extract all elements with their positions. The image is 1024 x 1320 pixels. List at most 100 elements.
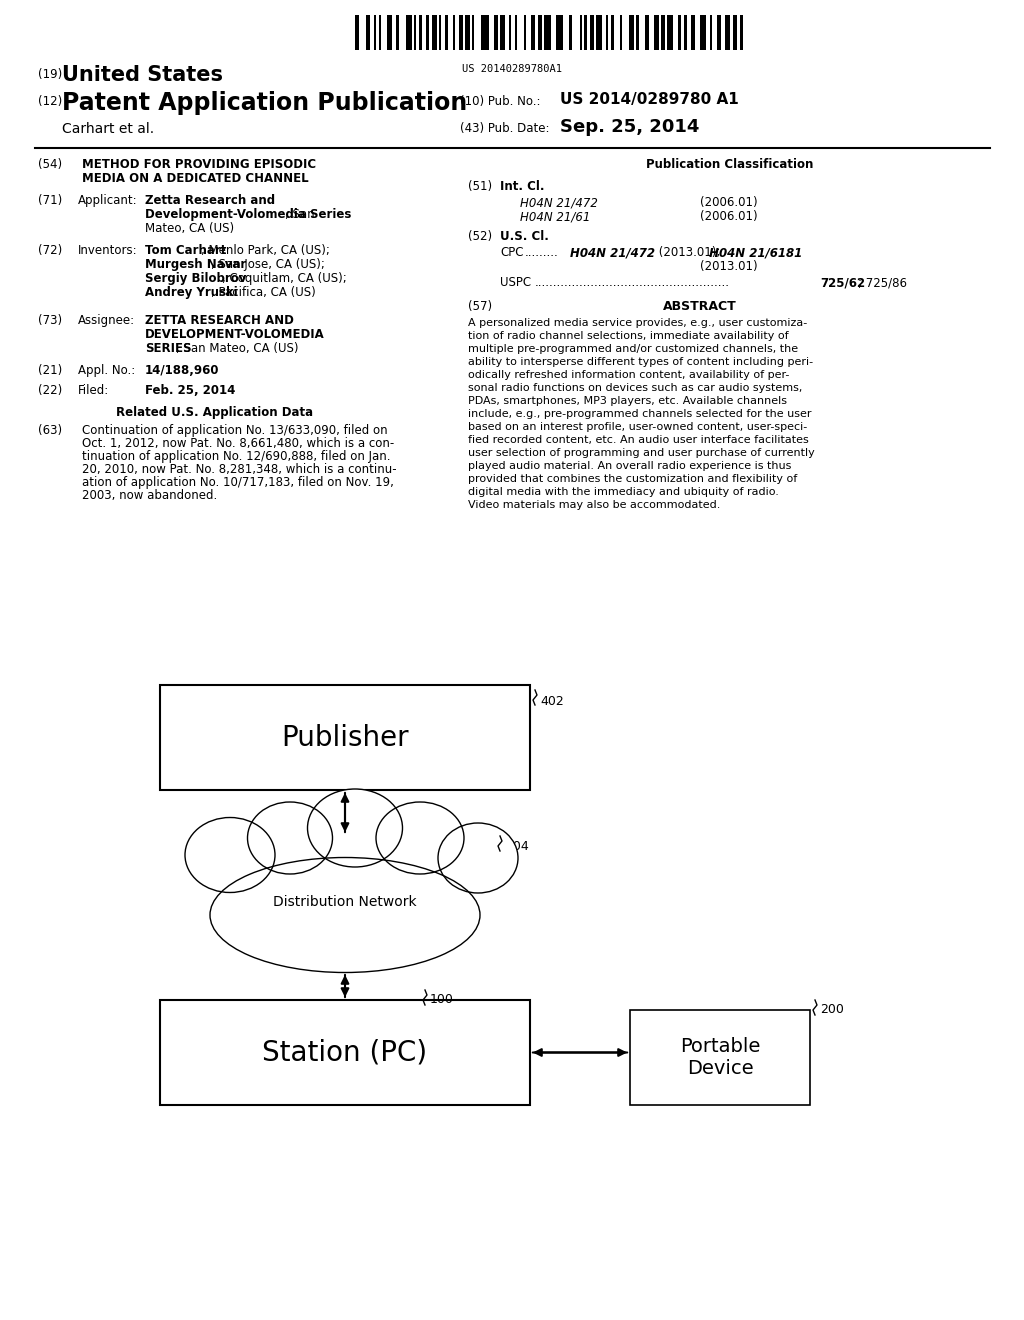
Text: , San Mateo, CA (US): , San Mateo, CA (US) xyxy=(175,342,298,355)
Text: Station (PC): Station (PC) xyxy=(262,1039,428,1067)
Ellipse shape xyxy=(376,803,464,874)
Text: Int. Cl.: Int. Cl. xyxy=(500,180,545,193)
Text: based on an interest profile, user-owned content, user-speci-: based on an interest profile, user-owned… xyxy=(468,422,807,432)
Text: SERIES: SERIES xyxy=(145,342,191,355)
Bar xyxy=(636,15,639,50)
Bar xyxy=(590,15,594,50)
Text: (22): (22) xyxy=(38,384,62,397)
Text: Portable
Device: Portable Device xyxy=(680,1038,760,1078)
Bar xyxy=(700,15,706,50)
Bar xyxy=(524,15,526,50)
Bar xyxy=(514,15,517,50)
Text: Continuation of application No. 13/633,090, filed on: Continuation of application No. 13/633,0… xyxy=(82,424,388,437)
Text: (12): (12) xyxy=(38,95,62,108)
Bar xyxy=(406,15,412,50)
Text: MEDIA ON A DEDICATED CHANNEL: MEDIA ON A DEDICATED CHANNEL xyxy=(82,172,308,185)
Bar xyxy=(414,15,417,50)
Text: (71): (71) xyxy=(38,194,62,207)
Bar xyxy=(620,15,623,50)
Text: Sep. 25, 2014: Sep. 25, 2014 xyxy=(560,117,699,136)
Text: , Pacifica, CA (US): , Pacifica, CA (US) xyxy=(211,286,316,300)
Bar xyxy=(453,15,456,50)
Text: (2013.01);: (2013.01); xyxy=(655,246,720,259)
Bar xyxy=(439,15,441,50)
Bar xyxy=(472,15,474,50)
Bar xyxy=(678,15,681,50)
Bar xyxy=(654,15,658,50)
Bar xyxy=(501,15,505,50)
Text: ABSTRACT: ABSTRACT xyxy=(664,300,737,313)
Bar xyxy=(556,15,563,50)
Text: Mateo, CA (US): Mateo, CA (US) xyxy=(145,222,234,235)
Text: (54): (54) xyxy=(38,158,62,172)
Text: provided that combines the customization and flexibility of: provided that combines the customization… xyxy=(468,474,798,484)
Bar xyxy=(611,15,613,50)
Bar xyxy=(605,15,608,50)
Text: (21): (21) xyxy=(38,364,62,378)
Text: (57): (57) xyxy=(468,300,493,313)
Text: Inventors:: Inventors: xyxy=(78,244,137,257)
Text: Murgesh Navar: Murgesh Navar xyxy=(145,257,246,271)
Text: fied recorded content, etc. An audio user interface facilitates: fied recorded content, etc. An audio use… xyxy=(468,436,809,445)
Text: A personalized media service provides, e.g., user customiza-: A personalized media service provides, e… xyxy=(468,318,807,327)
Bar xyxy=(740,15,742,50)
Text: DEVELOPMENT-VOLOMEDIA: DEVELOPMENT-VOLOMEDIA xyxy=(145,327,325,341)
Bar xyxy=(426,15,429,50)
Bar xyxy=(684,15,687,50)
Bar xyxy=(569,15,572,50)
Text: H04N 21/6181: H04N 21/6181 xyxy=(705,246,802,259)
Text: 725/62: 725/62 xyxy=(820,276,865,289)
Bar xyxy=(690,15,695,50)
Text: ZETTA RESEARCH AND: ZETTA RESEARCH AND xyxy=(145,314,294,327)
Bar xyxy=(596,15,602,50)
Text: Sergiy Bilobrov: Sergiy Bilobrov xyxy=(145,272,247,285)
Text: CPC: CPC xyxy=(500,246,523,259)
Text: US 20140289780A1: US 20140289780A1 xyxy=(462,63,562,74)
Ellipse shape xyxy=(307,789,402,867)
Text: , Coquitlam, CA (US);: , Coquitlam, CA (US); xyxy=(221,272,346,285)
Text: sonal radio functions on devices such as car audio systems,: sonal radio functions on devices such as… xyxy=(468,383,803,393)
Bar xyxy=(160,685,530,789)
Bar xyxy=(733,15,736,50)
Text: (2006.01): (2006.01) xyxy=(700,195,758,209)
Text: ation of application No. 10/717,183, filed on Nov. 19,: ation of application No. 10/717,183, fil… xyxy=(82,477,394,488)
Text: Applicant:: Applicant: xyxy=(78,194,137,207)
Bar xyxy=(465,15,470,50)
Ellipse shape xyxy=(185,817,275,892)
Text: Publication Classification: Publication Classification xyxy=(646,158,814,172)
Text: multiple pre-programmed and/or customized channels, the: multiple pre-programmed and/or customize… xyxy=(468,345,798,354)
Ellipse shape xyxy=(438,822,518,894)
Text: (63): (63) xyxy=(38,424,62,437)
Text: Publisher: Publisher xyxy=(282,723,409,751)
Bar xyxy=(544,15,551,50)
Bar xyxy=(710,15,712,50)
Text: United States: United States xyxy=(62,65,223,84)
Bar xyxy=(585,15,587,50)
Bar xyxy=(481,15,488,50)
Bar xyxy=(419,15,422,50)
Text: Oct. 1, 2012, now Pat. No. 8,661,480, which is a con-: Oct. 1, 2012, now Pat. No. 8,661,480, wh… xyxy=(82,437,394,450)
Bar xyxy=(667,15,673,50)
Text: Appl. No.:: Appl. No.: xyxy=(78,364,135,378)
Text: Related U.S. Application Data: Related U.S. Application Data xyxy=(117,407,313,418)
Text: (19): (19) xyxy=(38,69,62,81)
Ellipse shape xyxy=(210,858,480,973)
Text: (2013.01): (2013.01) xyxy=(700,260,758,273)
Text: 100: 100 xyxy=(430,993,454,1006)
Text: (72): (72) xyxy=(38,244,62,257)
Text: ....................................................: ........................................… xyxy=(535,276,730,289)
Text: 200: 200 xyxy=(820,1003,844,1016)
Text: H04N 21/472: H04N 21/472 xyxy=(520,195,598,209)
Ellipse shape xyxy=(248,803,333,874)
Bar xyxy=(717,15,721,50)
Text: 20, 2010, now Pat. No. 8,281,348, which is a continu-: 20, 2010, now Pat. No. 8,281,348, which … xyxy=(82,463,396,477)
Text: tinuation of application No. 12/690,888, filed on Jan.: tinuation of application No. 12/690,888,… xyxy=(82,450,390,463)
Text: odically refreshed information content, availability of per-: odically refreshed information content, … xyxy=(468,370,790,380)
Text: digital media with the immediacy and ubiquity of radio.: digital media with the immediacy and ubi… xyxy=(468,487,779,498)
Bar xyxy=(531,15,535,50)
Bar xyxy=(495,15,498,50)
Text: (10) Pub. No.:: (10) Pub. No.: xyxy=(460,95,541,108)
Bar xyxy=(379,15,381,50)
Text: Andrey Yruski: Andrey Yruski xyxy=(145,286,238,300)
Text: Tom Carhart: Tom Carhart xyxy=(145,244,226,257)
